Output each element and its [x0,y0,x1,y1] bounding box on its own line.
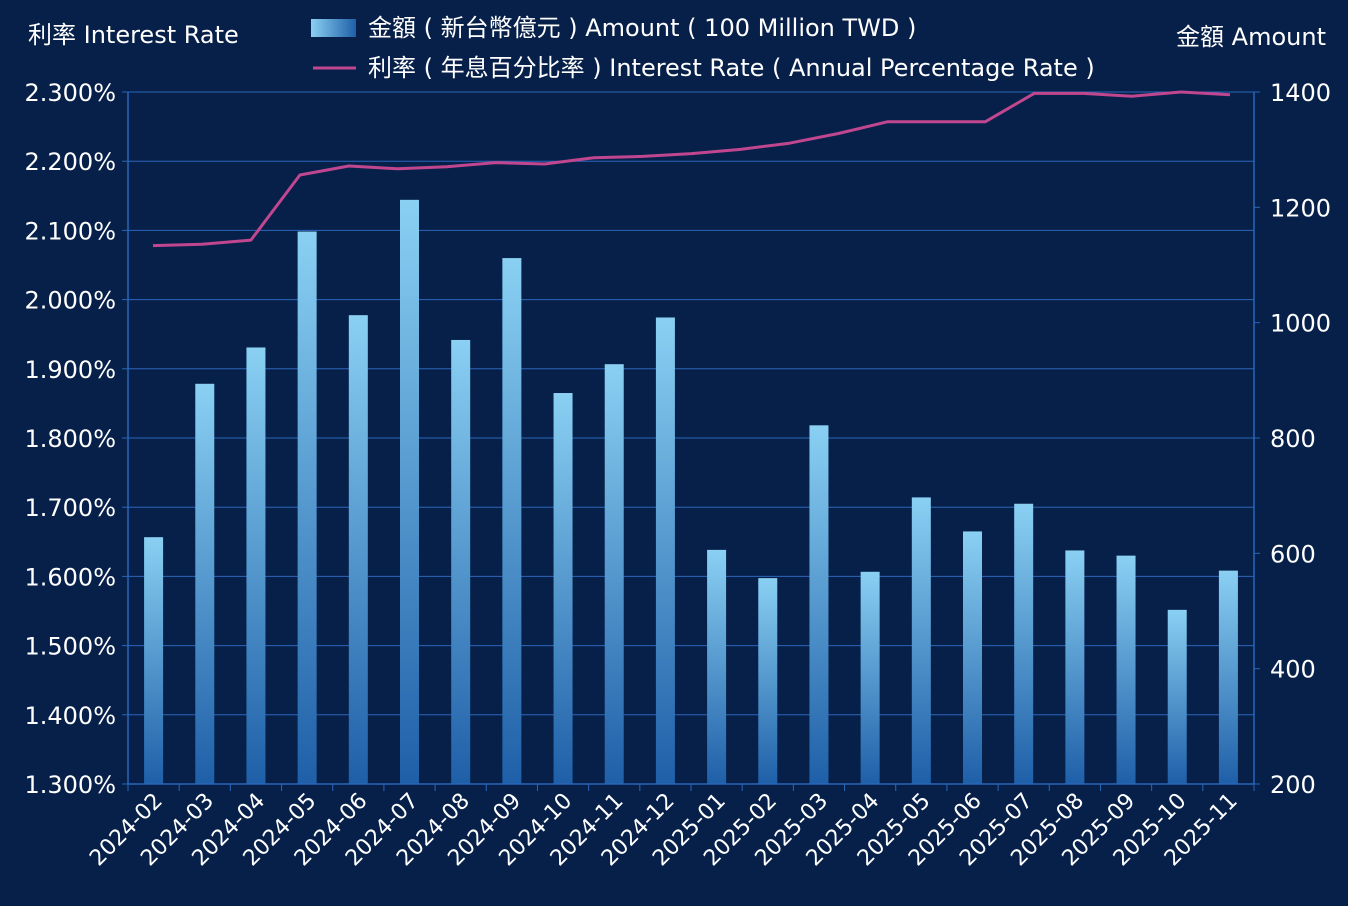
amount-bar [553,393,573,784]
amount-bar [451,339,471,784]
right-tick-label: 1200 [1270,194,1331,222]
amount-bar [809,425,829,784]
amount-bar [1167,609,1187,784]
right-tick-label: 200 [1270,771,1316,799]
amount-bar [911,497,931,784]
amount-bars [144,199,1238,785]
right-tick-label: 400 [1270,656,1316,684]
x-axis-ticks: 2024-022024-032024-042024-052024-062024-… [85,784,1255,871]
left-tick-label: 1.700% [24,494,116,522]
right-axis-ticks: 200 400 600 800 1000 1200 1400 [1254,79,1331,799]
left-tick-label: 1.800% [24,425,116,453]
amount-bar [246,347,266,784]
right-tick-label: 600 [1270,540,1316,568]
left-tick-label: 1.600% [24,563,116,591]
amount-bar [1065,550,1085,784]
gridlines [128,91,1254,785]
amount-bar [502,258,522,785]
amount-bar [1014,503,1034,784]
amount-bar [1116,555,1136,784]
amount-bar [963,531,982,784]
left-axis-ticks: 1.300% 1.400% 1.500% 1.600% 1.700% 1.800% 1.90… [24,79,128,799]
legend-bar-label: 金額 ( 新台幣億元 ) Amount ( 100 Million TWD ) [368,14,916,42]
left-tick-label: 1.300% [24,771,116,799]
amount-bar [655,317,675,784]
right-axis-title: 金額 Amount [1176,23,1326,51]
legend-line-label: 利率 ( 年息百分比率 ) Interest Rate ( Annual Per… [368,54,1095,82]
left-tick-label: 1.500% [24,633,116,661]
amount-bar [860,571,880,784]
amount-bar [400,199,419,784]
right-tick-label: 800 [1270,425,1316,453]
left-axis-title: 利率 Interest Rate [28,21,239,49]
rate-line-layer [152,90,1231,248]
left-tick-label: 2.200% [24,148,116,176]
left-tick-label: 1.400% [24,702,116,730]
right-tick-label: 1400 [1270,79,1331,107]
plot-frame [127,92,1255,785]
right-tick-label: 1000 [1270,310,1331,338]
amount-bar [1218,570,1238,784]
amount-bar [144,537,164,784]
amount-bar [707,549,727,784]
amount-bar [195,383,215,784]
amount-bar [297,231,317,784]
left-tick-label: 1.900% [24,356,116,384]
legend-bar-swatch [311,19,356,37]
interest-rate-line [152,90,1231,248]
left-tick-label: 2.100% [24,217,116,245]
left-tick-label: 2.300% [24,79,116,107]
amount-bar [348,315,368,784]
amount-bar [758,578,778,784]
left-tick-label: 2.000% [24,287,116,315]
amount-bar [604,364,624,784]
